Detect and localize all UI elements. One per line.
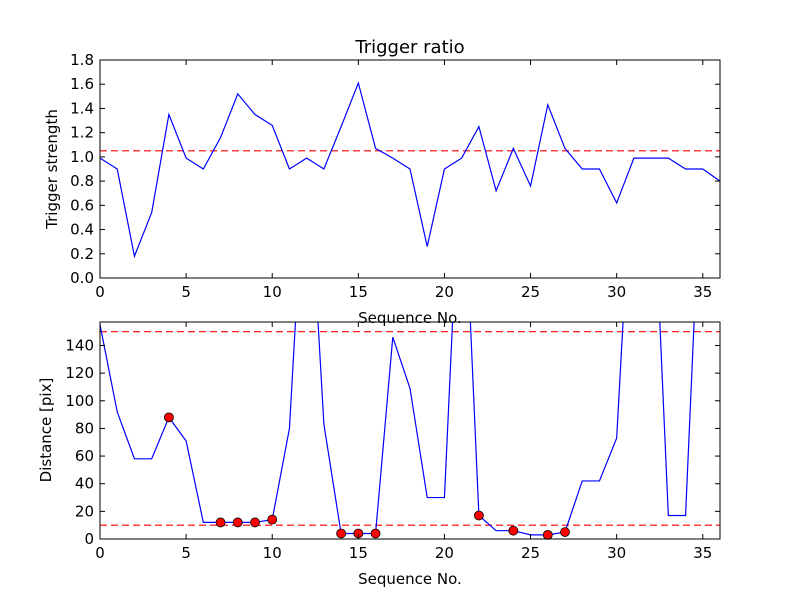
marker-group	[163, 412, 570, 540]
y-tick-label: 20	[75, 502, 94, 520]
series-group	[100, 322, 695, 536]
y-axis-ticks: 0 20 40 60 80 100 120 140	[65, 336, 720, 548]
x-tick-label: 20	[435, 544, 454, 562]
x-tick-label: 30	[607, 283, 626, 301]
x-tick-label: 10	[263, 283, 282, 301]
series-group	[100, 81, 720, 259]
data-point-marker	[250, 517, 260, 528]
data-point-marker	[163, 412, 174, 423]
y-tick-label: 140	[65, 336, 94, 354]
threshold-lines	[100, 331, 720, 526]
data-point-marker	[215, 517, 226, 528]
x-tick-label: 20	[435, 283, 454, 301]
x-tick-label: 10	[263, 544, 282, 562]
plot-frame	[99, 321, 721, 540]
y-tick-label: 120	[65, 364, 94, 382]
x-axis-ticks: 0 5 10 15 20 25 30 35	[95, 60, 712, 301]
data-point-marker	[508, 525, 519, 536]
y-tick-label: 1.6	[70, 75, 94, 93]
x-tick-label: 15	[349, 544, 368, 562]
y-tick-label: 40	[75, 475, 94, 493]
x-tick-label: 35	[693, 283, 712, 301]
data-series-line	[100, 81, 720, 259]
data-point-marker	[232, 517, 243, 528]
x-tick-label: 25	[521, 544, 540, 562]
y-tick-label: 60	[75, 447, 94, 465]
x-tick-label: 15	[349, 283, 368, 301]
x-axis-label: Sequence No.	[358, 570, 462, 588]
y-tick-label: 0.0	[70, 269, 94, 287]
distance-chart: 0 5 10 15 20 25 30 35 0 20 40 60 80 100 120 140 Sequen…	[37, 321, 721, 588]
y-axis-ticks: 0.0 0.2 0.4 0.6 0.8 1.0 1.2 1.4 1.6 1.8	[70, 51, 720, 287]
x-tick-label: 5	[181, 283, 191, 301]
x-axis-ticks: 0 5 10 15 20 25 30 35	[95, 322, 712, 562]
y-tick-label: 1.0	[70, 148, 94, 166]
data-point-marker	[473, 510, 484, 521]
y-tick-label: 0.4	[70, 221, 94, 239]
y-tick-label: 0.6	[70, 196, 94, 214]
x-tick-label: 35	[693, 544, 712, 562]
y-tick-label: 100	[65, 392, 94, 410]
data-point-marker	[560, 527, 570, 537]
x-axis-label: Sequence No.	[358, 309, 462, 327]
x-tick-label: 25	[521, 283, 540, 301]
y-tick-label: 0.8	[70, 172, 94, 190]
trigger-ratio-chart: Trigger ratio 0 5 10 15 20 25 30 35 0.00.20.40.…	[43, 37, 721, 327]
x-tick-label: 5	[181, 544, 191, 562]
data-series-line	[100, 322, 695, 536]
data-point-marker	[370, 528, 381, 539]
y-tick-label: 1.8	[70, 51, 94, 69]
x-tick-label: 0	[95, 283, 105, 301]
y-axis-label: Trigger strength	[43, 109, 61, 230]
x-tick-label: 30	[607, 544, 626, 562]
data-point-marker	[336, 528, 347, 539]
y-tick-label: 0	[84, 530, 94, 548]
y-tick-label: 1.4	[70, 99, 94, 117]
y-axis-label: Distance [pix]	[37, 378, 55, 483]
chart-title: Trigger ratio	[354, 37, 464, 58]
y-tick-label: 80	[75, 419, 94, 437]
x-tick-label: 0	[95, 544, 105, 562]
y-tick-label: 1.2	[70, 124, 94, 142]
data-point-marker	[542, 529, 553, 540]
plot-frame	[99, 59, 721, 279]
y-tick-label: 0.2	[70, 245, 94, 263]
data-point-marker	[267, 514, 278, 525]
